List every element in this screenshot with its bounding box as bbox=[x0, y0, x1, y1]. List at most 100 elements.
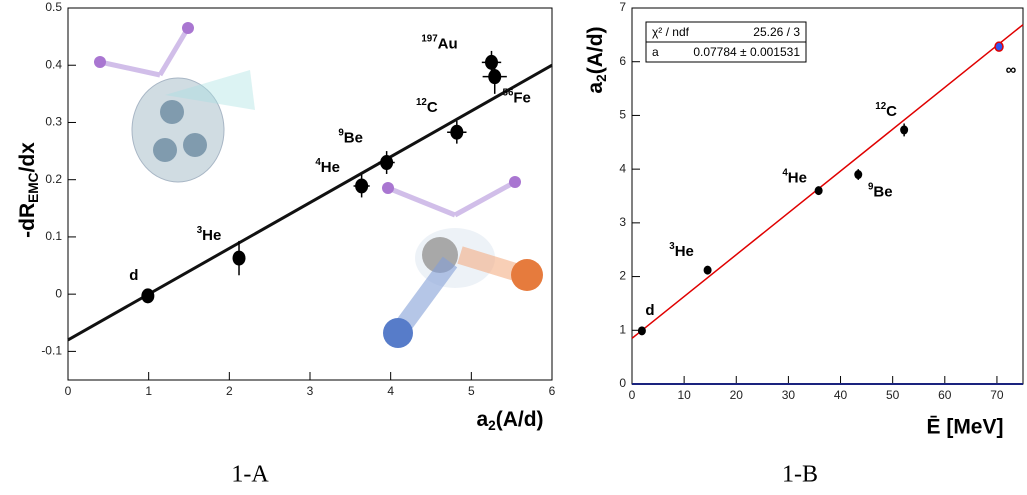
point-label-sup: 9 bbox=[868, 181, 874, 192]
point-label-sup: 3 bbox=[197, 225, 203, 236]
y-tick-label: 1 bbox=[619, 322, 626, 336]
y-tick-label: 0 bbox=[619, 376, 626, 390]
point-label-text: He bbox=[675, 243, 694, 260]
point-label-sup: 12 bbox=[875, 101, 886, 112]
y-tick-label: 0.3 bbox=[45, 115, 62, 129]
stats-value: 25.26 / 3 bbox=[753, 25, 800, 39]
x-tick-label: 30 bbox=[782, 388, 796, 402]
x-axis-label: Ē [MeV] bbox=[926, 416, 1003, 439]
point-label-text: He bbox=[321, 159, 340, 176]
y-tick-label: 4 bbox=[619, 161, 626, 175]
point-label-text: He bbox=[202, 227, 221, 244]
point-label-sup: 9 bbox=[338, 127, 344, 138]
point-label: 12C bbox=[875, 101, 897, 120]
point-label-sup: 197 bbox=[421, 33, 437, 44]
x-axis-label-sub: 2 bbox=[488, 418, 496, 433]
illustration-bottom bbox=[382, 176, 543, 348]
y-axis-label-text: a bbox=[584, 82, 607, 94]
caption: 1-B bbox=[782, 462, 818, 488]
illustration-top bbox=[94, 22, 255, 183]
data-point bbox=[900, 125, 909, 135]
y-tick-label: 0.1 bbox=[45, 229, 62, 243]
point-label-text: Fe bbox=[513, 90, 531, 107]
data-point bbox=[232, 250, 246, 266]
x-tick-label: 40 bbox=[834, 388, 848, 402]
point-label-text: He bbox=[788, 170, 807, 187]
x-tick-label: 1 bbox=[145, 384, 152, 398]
data-point bbox=[994, 41, 1004, 52]
data-point bbox=[355, 178, 369, 194]
y-axis-label-tail: /dx bbox=[16, 142, 39, 173]
x-tick-label: 3 bbox=[307, 384, 314, 398]
point-label: d bbox=[645, 302, 654, 319]
y-tick-label: 3 bbox=[619, 215, 626, 229]
point-label: ∞ bbox=[1006, 62, 1017, 79]
y-tick-label: 0.4 bbox=[45, 57, 62, 71]
point-label-sup: 4 bbox=[315, 157, 321, 168]
point-label-sup: 4 bbox=[782, 167, 788, 178]
y-axis-label-sub: 2 bbox=[594, 74, 609, 82]
y-tick-label: 0.2 bbox=[45, 172, 62, 186]
point-label: 3He bbox=[669, 241, 694, 260]
point-label: 3He bbox=[197, 225, 222, 244]
x-tick-label: 0 bbox=[65, 384, 72, 398]
point-label-sup: 3 bbox=[669, 241, 675, 252]
y-tick-label: 5 bbox=[619, 108, 626, 122]
y-tick-label: 7 bbox=[619, 0, 626, 14]
y-axis-label: -dREMC/dx bbox=[16, 142, 41, 238]
stats-value: 0.07784 ± 0.001531 bbox=[693, 45, 800, 59]
point-label: 9Be bbox=[868, 181, 893, 200]
point-label: 197Au bbox=[421, 33, 457, 52]
x-tick-label: 2 bbox=[226, 384, 233, 398]
data-point bbox=[450, 124, 464, 140]
data-point bbox=[380, 155, 394, 171]
plot-frame bbox=[67, 7, 553, 381]
x-tick-label: 70 bbox=[990, 388, 1004, 402]
point-label: 9Be bbox=[338, 127, 363, 146]
y-axis-label-sub: EMC bbox=[26, 172, 41, 202]
x-tick-label: 6 bbox=[549, 384, 556, 398]
point-label-text: Be bbox=[344, 129, 363, 146]
y-tick-label: 0 bbox=[55, 286, 62, 300]
caption: 1-A bbox=[231, 462, 269, 488]
stats-name: χ² / ndf bbox=[652, 25, 690, 39]
data-point bbox=[488, 69, 502, 85]
fit-line bbox=[631, 24, 1024, 339]
data-point bbox=[485, 54, 498, 70]
y-tick-label: -0.1 bbox=[41, 344, 62, 358]
point-label: d bbox=[129, 267, 138, 284]
data-point bbox=[854, 170, 863, 180]
point-label-text: C bbox=[427, 99, 438, 116]
y-tick-label: 2 bbox=[619, 269, 626, 283]
point-label-text: Au bbox=[438, 35, 458, 52]
x-tick-label: 50 bbox=[886, 388, 900, 402]
point-label: 4He bbox=[782, 167, 807, 186]
data-point bbox=[141, 288, 155, 304]
x-axis-label-tail: (A/d) bbox=[496, 408, 544, 431]
point-label-sup: 56 bbox=[503, 87, 514, 98]
x-axis-label-text: a bbox=[476, 408, 488, 431]
point-label: 12C bbox=[416, 97, 438, 116]
y-axis-label-tail: (A/d) bbox=[584, 26, 607, 74]
point-label: 56Fe bbox=[503, 87, 531, 106]
data-point bbox=[637, 326, 646, 336]
point-label-sup: 12 bbox=[416, 97, 427, 108]
data-point bbox=[703, 265, 712, 275]
y-axis-label: a2(A/d) bbox=[584, 26, 609, 93]
x-tick-label: 60 bbox=[938, 388, 952, 402]
data-point bbox=[814, 186, 823, 196]
point-label-text: C bbox=[886, 103, 897, 120]
x-tick-label: 0 bbox=[629, 388, 636, 402]
x-tick-label: 4 bbox=[387, 384, 394, 398]
y-tick-label: 0.5 bbox=[45, 0, 62, 14]
plot-frame bbox=[631, 7, 1024, 385]
y-axis-label-text: -dR bbox=[16, 203, 39, 238]
stats-name: a bbox=[652, 45, 659, 59]
x-axis-label: a2(A/d) bbox=[476, 408, 543, 433]
point-label: 4He bbox=[315, 157, 340, 176]
x-tick-label: 5 bbox=[468, 384, 475, 398]
y-tick-label: 6 bbox=[619, 54, 626, 68]
x-tick-label: 10 bbox=[677, 388, 691, 402]
point-label-text: Be bbox=[873, 183, 892, 200]
